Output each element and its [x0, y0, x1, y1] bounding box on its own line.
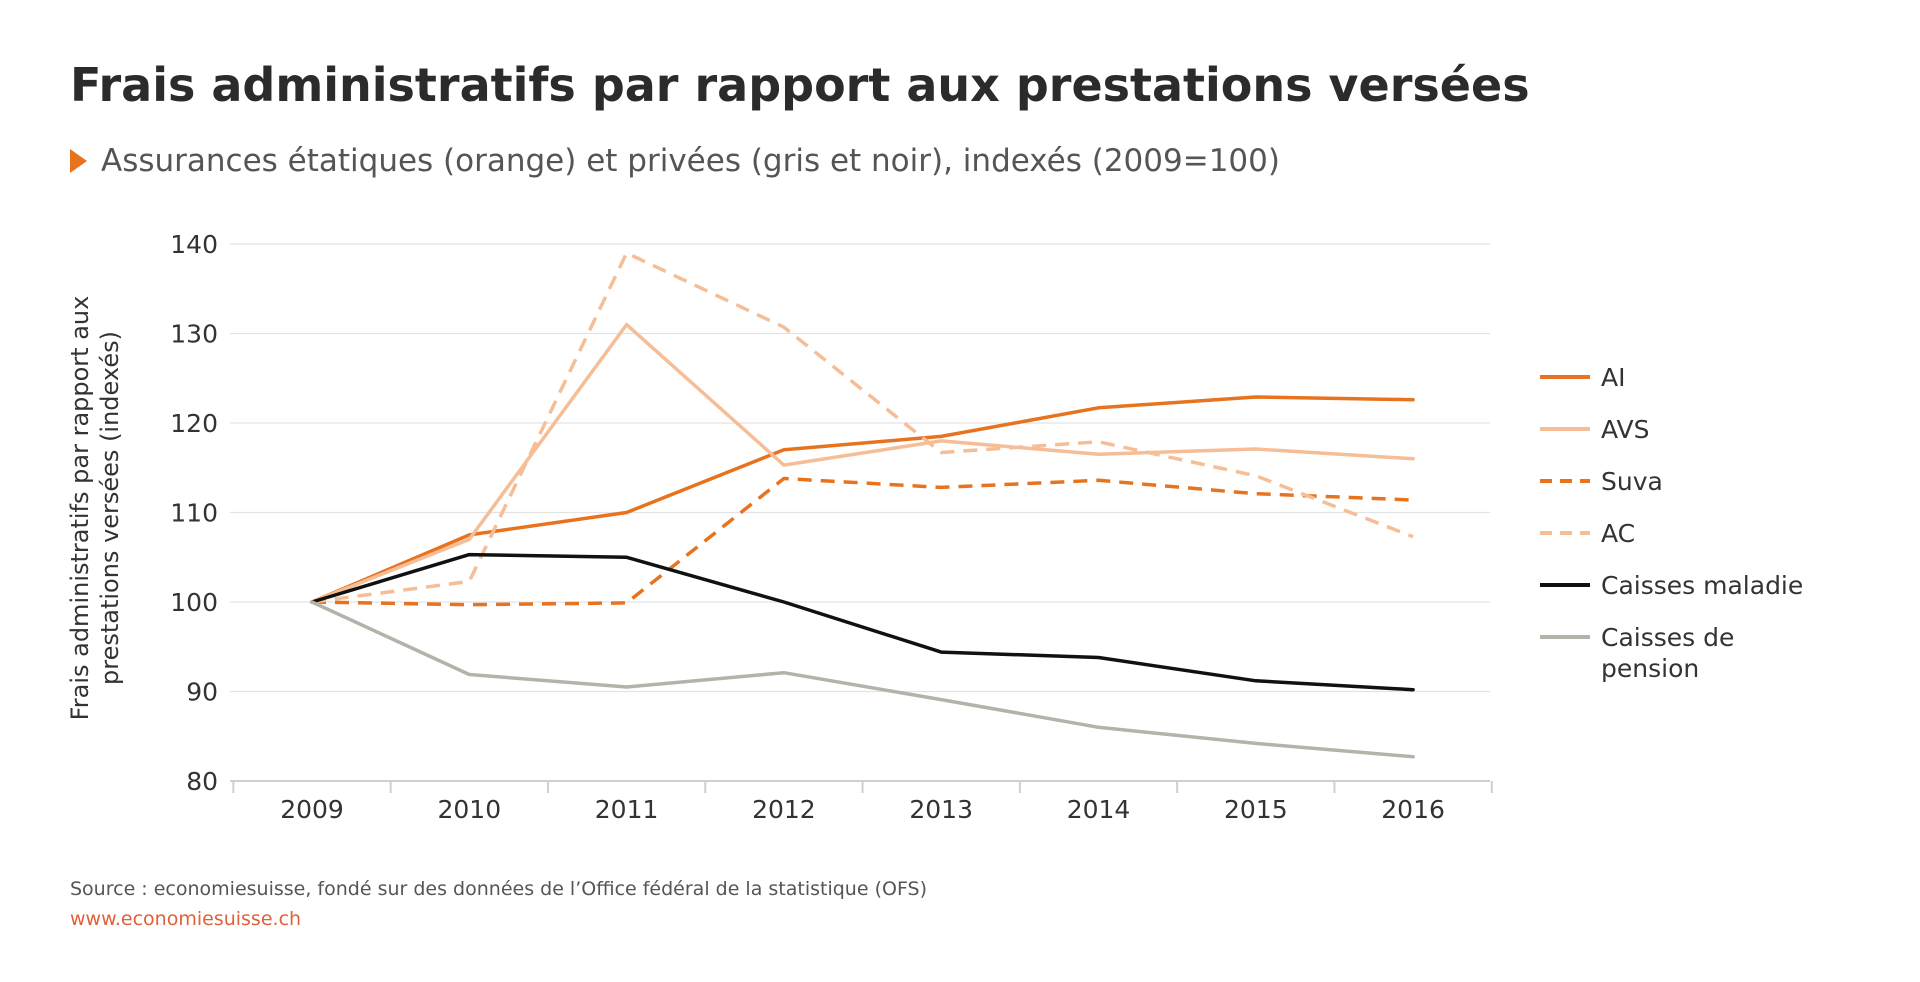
- x-tick-label: 2011: [595, 795, 659, 824]
- y-tick-label: 110: [170, 499, 218, 528]
- y-tick-label: 140: [170, 230, 218, 259]
- y-tick-label: 80: [186, 767, 218, 796]
- x-tick-label: 2015: [1224, 795, 1288, 824]
- series-lines: [310, 251, 1415, 759]
- legend-label-line: Caisses de: [1601, 623, 1734, 652]
- y-tick-label: 90: [186, 678, 218, 707]
- legend-label-line: pension: [1601, 654, 1699, 683]
- x-tick-label: 2010: [437, 795, 501, 824]
- y-tick-label: 100: [170, 588, 218, 617]
- source-note: Source : economiesuisse, fondé sur des d…: [70, 878, 928, 900]
- triangle-bullet-icon: [70, 149, 87, 173]
- x-tick-label: 2014: [1067, 795, 1131, 824]
- y-axis-label-line: Frais administratifs par rapport aux: [66, 296, 94, 721]
- series-line-caisses-de-pension: [310, 600, 1415, 759]
- website-link[interactable]: www.economiesuisse.ch: [70, 908, 302, 930]
- axes: 80 90 100 110 120 130 140 2009 2010 2011 2012 2013 2…: [66, 230, 1493, 824]
- y-tick-label: 120: [170, 409, 218, 438]
- series-line-suva: [311, 476, 1414, 607]
- y-axis-label: Frais administratifs par rapport auxpres…: [66, 296, 124, 721]
- x-tick-label: 2013: [909, 795, 973, 824]
- legend: AI AVS Suva AC Caisses maladie Caisses de pens…: [1540, 363, 1803, 683]
- chart-title: Frais administratifs par rapport aux pre…: [70, 58, 1530, 112]
- y-tick-label: 130: [170, 320, 218, 349]
- legend-label-caisses-maladie: Caisses maladie: [1601, 571, 1803, 600]
- legend-label-suva: Suva: [1601, 467, 1663, 496]
- series-line-ac: [311, 251, 1414, 604]
- x-tick-label: 2016: [1381, 795, 1445, 824]
- legend-label-ac: AC: [1601, 519, 1635, 548]
- x-tick-label: 2009: [280, 795, 344, 824]
- legend-label-avs: AVS: [1601, 415, 1649, 444]
- y-axis-label-line: prestations versées (indexés): [96, 331, 124, 685]
- chart-subtitle: Assurances étatiques (orange) et privées…: [101, 143, 1280, 179]
- legend-label-ai: AI: [1601, 363, 1625, 392]
- subtitle-row: Assurances étatiques (orange) et privées…: [70, 143, 1280, 179]
- gridlines: [230, 243, 1490, 782]
- series-line-caisses-maladie: [310, 552, 1415, 692]
- series-line-avs: [310, 322, 1415, 604]
- x-tick-label: 2012: [752, 795, 816, 824]
- series-line-ai: [310, 395, 1415, 604]
- legend-label-caisses-de-pension: Caisses de pension: [1601, 623, 1734, 683]
